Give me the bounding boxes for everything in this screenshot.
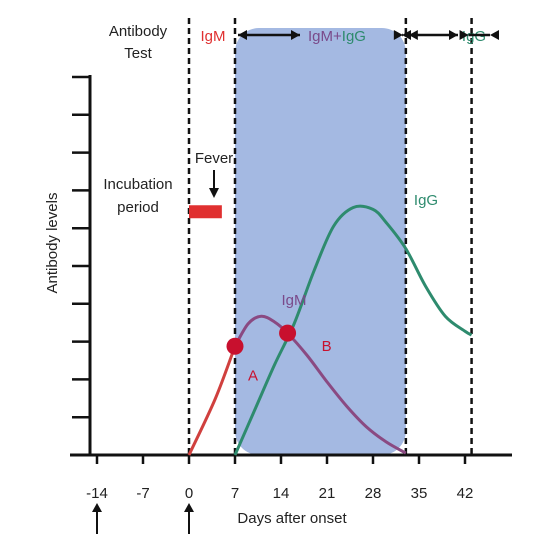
phase-arrow-igm-igg-right-head-left: [402, 30, 411, 40]
x-tick-label: 21: [319, 485, 336, 502]
dashed-lines-layer: [187, 18, 473, 455]
igg-curve-label: IgG: [414, 192, 438, 209]
incubation-label-line2: period: [117, 199, 159, 216]
x-tick-label: 42: [457, 485, 474, 502]
x-tick-label: 28: [365, 485, 382, 502]
point-label-a: A: [248, 367, 258, 384]
x-tick-label: -7: [136, 485, 149, 502]
shaded-region: [235, 28, 406, 455]
point-b: [279, 324, 297, 342]
x-tick-label: 35: [411, 485, 428, 502]
incubation-label-line1: Incubation: [103, 176, 172, 193]
x-tick-label: 14: [273, 485, 290, 502]
phase-arrow-igg-right-head-right: [459, 30, 469, 40]
point-a: [226, 337, 244, 355]
points-layer: AB: [226, 324, 332, 384]
series-line-igg: [233, 204, 473, 456]
annotations-layer: Antibody Test IgM IgM+IgG IgG Fever Incu…: [44, 23, 499, 527]
antibody-test-label-line2: Test: [124, 45, 152, 62]
point-label-b: B: [322, 338, 332, 355]
incubation-bar: [189, 205, 222, 219]
fever-arrow-head: [209, 188, 219, 198]
phase-arrow-igm-igg-left-head-left: [238, 30, 247, 40]
fever-label: Fever: [195, 150, 233, 167]
phase-arrow-igg-left-head-right: [449, 30, 458, 40]
phase-arrow-igg-right-head-left: [490, 30, 499, 40]
series-line-igm-early: [187, 345, 237, 456]
x-axis-title: Days after onset: [237, 510, 347, 527]
up-arrow-head: [92, 503, 102, 512]
phase-igm-igg-label: IgM+IgG: [308, 28, 366, 45]
phase-arrow-igg-left-head-left: [408, 30, 418, 40]
series-layer: [187, 204, 473, 456]
phase-igm-igg-part-igm: IgM: [308, 28, 333, 45]
phase-igm-igg-part-igg: IgG: [342, 28, 366, 45]
x-tick-label: 7: [231, 485, 239, 502]
series-line-igm: [233, 314, 407, 455]
up-arrow-head: [184, 503, 194, 512]
y-axis-title: Antibody levels: [44, 193, 61, 294]
phase-igm-igg-part-plus: +: [333, 28, 342, 45]
phase-igg-label: IgG: [462, 28, 486, 45]
phase-igm-label: IgM: [200, 28, 225, 45]
x-tick-label: 0: [185, 485, 193, 502]
x-tick-label: -14: [86, 485, 108, 502]
phase-arrow-igm-igg-left-head-right: [291, 30, 300, 40]
antibody-test-label-line1: Antibody: [109, 23, 168, 40]
shaded-region-layer: [235, 28, 406, 455]
phase-arrow-igm-igg-right-head-right: [393, 30, 403, 40]
axes-layer: -14 -7 0 7 14 21 28 35 42: [70, 75, 512, 534]
igm-curve-label: IgM: [281, 292, 306, 309]
